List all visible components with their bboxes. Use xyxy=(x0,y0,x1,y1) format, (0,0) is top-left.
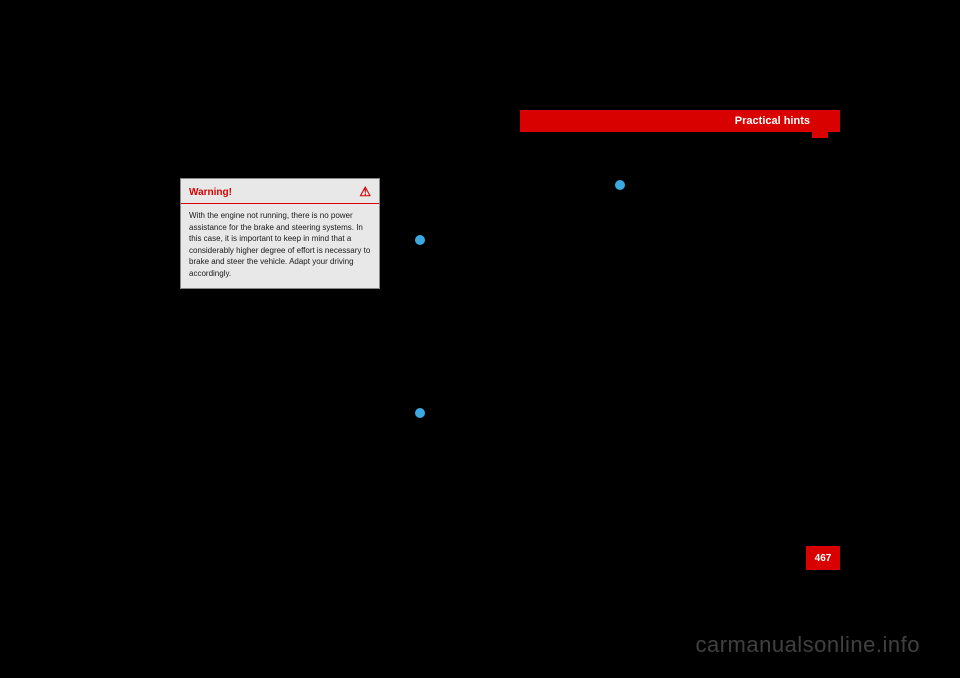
warning-title: Warning! xyxy=(189,187,232,198)
warning-box: Warning! ⚠ With the engine not running, … xyxy=(180,178,380,289)
bullet-icon xyxy=(415,408,425,418)
warning-body: With the engine not running, there is no… xyxy=(181,204,379,288)
watermark: carmanualsonline.info xyxy=(695,632,920,658)
page-number-box: 467 xyxy=(806,546,840,570)
header-tab xyxy=(812,132,828,138)
page-container: Practical hints Warning! ⚠ With the engi… xyxy=(120,40,840,600)
bullet-icon xyxy=(415,235,425,245)
header-bar: Practical hints xyxy=(520,110,840,132)
warning-icon: ⚠ xyxy=(359,184,371,200)
bullet-icon xyxy=(615,180,625,190)
warning-header: Warning! ⚠ xyxy=(181,179,379,204)
page-number: 467 xyxy=(815,553,832,564)
section-title: Practical hints xyxy=(735,115,810,127)
